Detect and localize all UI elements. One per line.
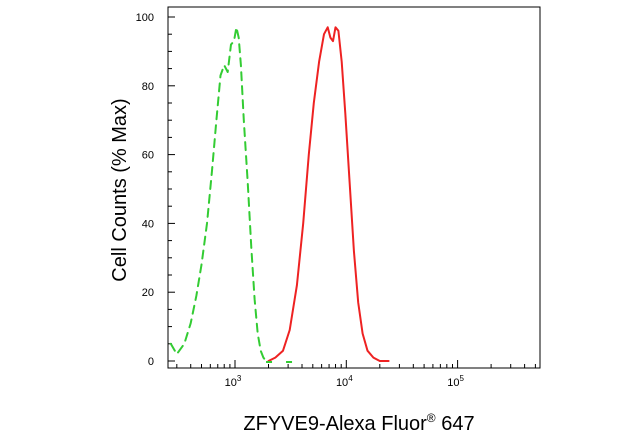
y-axis-ticks: 0 20 40 60 80 100	[136, 12, 175, 368]
y-tick-label: 40	[142, 218, 154, 230]
x-axis-title-suffix: 647	[436, 413, 475, 435]
y-axis-title: Cell Counts (% Max)	[109, 98, 131, 281]
y-tick-label: 60	[142, 150, 154, 162]
x-axis-title: ZFYVE9-Alexa Fluor® 647	[243, 411, 474, 435]
series-layer	[169, 26, 390, 363]
x-axis-ticks: 103 104 105	[176, 360, 536, 389]
y-tick-label: 0	[148, 356, 154, 368]
x-axis-title-superscript: ®	[427, 411, 436, 425]
y-tick-label: 100	[136, 12, 154, 24]
x-axis-title-main: ZFYVE9-Alexa Fluor	[243, 413, 427, 435]
series-line-sample	[267, 26, 390, 362]
plot-frame	[167, 6, 541, 369]
series-line-control	[169, 26, 267, 362]
x-tick-label: 105	[447, 374, 464, 389]
plot-border	[167, 6, 541, 369]
y-tick-label: 20	[142, 287, 154, 299]
y-tick-label: 80	[142, 81, 154, 93]
x-tick-label: 103	[225, 374, 242, 389]
x-tick-label: 104	[336, 374, 353, 389]
